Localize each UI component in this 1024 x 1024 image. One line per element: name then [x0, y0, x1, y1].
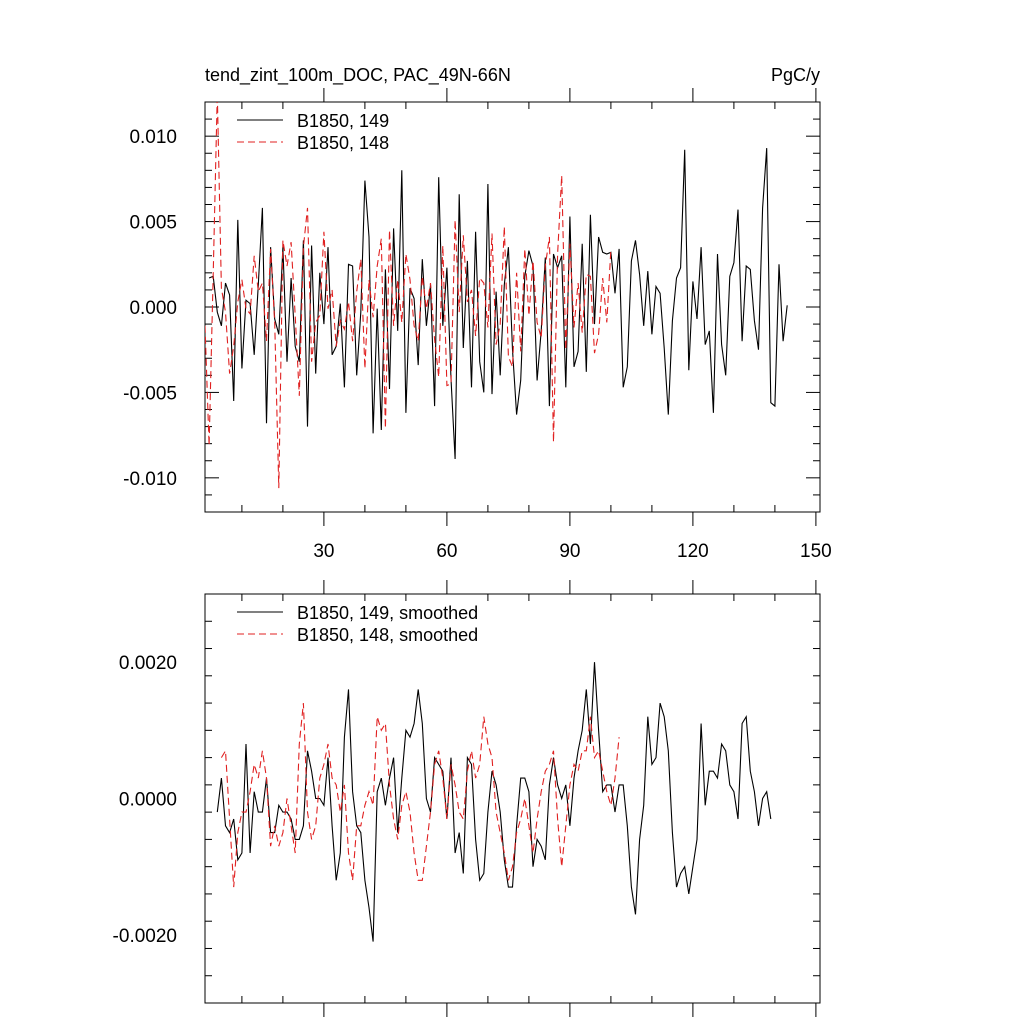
chart1-series-line-1 — [216, 662, 772, 942]
chart0-legend-label-2: B1850, 148 — [297, 133, 389, 153]
chart1-y-tick-label: -0.0020 — [113, 926, 177, 947]
top-chart-title: tend_zint_100m_DOC, PAC_49N-66N — [205, 65, 511, 86]
top-chart-panel: -0.010 -0.005 0.000 0.005 0.010 30 60 90 120 150 B… — [123, 88, 832, 562]
chart0-y-tick-label: 0.010 — [129, 127, 177, 148]
chart0-y-tick-label: 0.000 — [129, 298, 177, 319]
chart0-x-tick-label: 60 — [436, 541, 457, 562]
top-chart-units: PgC/y — [771, 65, 820, 85]
chart0-x-tick-label: 150 — [800, 541, 832, 562]
chart1-legend-label-1: B1850, 149, smoothed — [297, 603, 478, 623]
chart1-y-tick-label: 0.0000 — [119, 790, 177, 811]
chart0-plot-frame — [204, 101, 821, 513]
chart1-plot-frame — [204, 593, 821, 1004]
chart0-y-tick-label: -0.005 — [123, 383, 177, 404]
chart0-x-tick-label: 120 — [677, 541, 709, 562]
chart0-y-tick-label: 0.005 — [129, 213, 177, 234]
chart0-series-line-2 — [205, 102, 612, 489]
chart1-series-line-2 — [220, 703, 620, 888]
chart0-x-tick-label: 30 — [313, 541, 334, 562]
chart0-y-tick-label: -0.010 — [123, 469, 177, 490]
chart1-legend-label-2: B1850, 148, smoothed — [297, 625, 478, 645]
chart1-y-tick-label: 0.0020 — [119, 653, 177, 674]
chart0-x-tick-label: 90 — [559, 541, 580, 562]
chart0-series-line-1 — [208, 148, 788, 460]
chart0-legend-label-1: B1850, 149 — [297, 111, 389, 131]
bottom-chart-panel: -0.0020 0.0000 0.0020 B1850, 149, smoothedB… — [113, 580, 821, 1017]
